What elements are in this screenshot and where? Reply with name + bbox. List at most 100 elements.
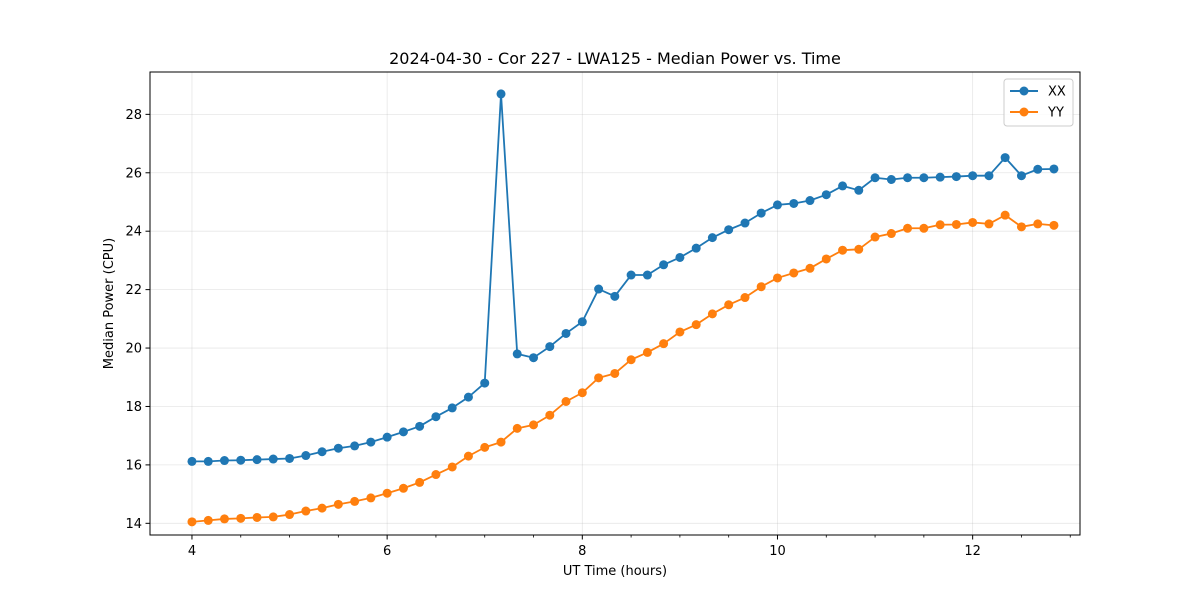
data-point (431, 412, 441, 422)
data-point (919, 223, 929, 233)
data-point (756, 282, 766, 292)
data-point (903, 223, 913, 233)
data-point (431, 470, 441, 480)
series-xx (187, 89, 1059, 466)
data-point (1016, 171, 1026, 181)
data-point (707, 309, 717, 319)
data-point (821, 254, 831, 264)
data-point (659, 260, 669, 270)
data-point (968, 217, 978, 227)
data-point (642, 347, 652, 357)
data-point (886, 229, 896, 239)
data-point (398, 483, 408, 493)
data-point (675, 327, 685, 337)
data-point (1033, 219, 1043, 229)
data-point (366, 437, 376, 447)
data-point (772, 273, 782, 283)
y-tick-label: 14 (125, 517, 142, 532)
data-point (252, 455, 262, 465)
data-point (984, 219, 994, 229)
data-point (870, 173, 880, 183)
data-point (1049, 164, 1059, 174)
data-point (740, 293, 750, 303)
data-point (838, 181, 848, 191)
data-point (1033, 164, 1043, 174)
data-point (203, 515, 213, 525)
data-point (756, 208, 766, 218)
data-point (951, 219, 961, 229)
data-point (350, 441, 360, 451)
data-point (724, 300, 734, 310)
x-axis-label: UT Time (hours) (563, 564, 667, 579)
data-point (577, 317, 587, 327)
data-point (610, 291, 620, 301)
data-point (1000, 210, 1010, 220)
data-point (805, 196, 815, 206)
data-point (203, 456, 213, 466)
data-point (480, 378, 490, 388)
y-tick-label: 16 (125, 458, 142, 473)
data-point (463, 392, 473, 402)
y-tick-label: 24 (125, 225, 142, 240)
y-tick-label: 18 (125, 400, 142, 415)
data-point (447, 403, 457, 413)
data-point (789, 268, 799, 278)
data-point (691, 320, 701, 330)
data-point (691, 243, 701, 253)
x-tick-label: 10 (769, 544, 786, 559)
data-point (219, 514, 229, 524)
data-point (333, 443, 343, 453)
data-point (935, 220, 945, 230)
data-point (577, 388, 587, 398)
data-point (626, 355, 636, 365)
data-point (626, 270, 636, 280)
x-tick-label: 4 (188, 544, 196, 559)
data-point (268, 454, 278, 464)
y-tick-label: 28 (125, 108, 142, 123)
data-point (496, 437, 506, 447)
data-point (789, 198, 799, 208)
data-point (366, 493, 376, 503)
data-point (496, 89, 506, 99)
data-point (886, 175, 896, 184)
data-point (594, 373, 604, 383)
data-point (398, 427, 408, 437)
data-point (415, 421, 425, 431)
data-point (285, 510, 295, 520)
data-point (285, 453, 295, 463)
data-point (350, 496, 360, 506)
data-point (236, 513, 246, 523)
data-point (382, 488, 392, 498)
data-point (610, 368, 620, 378)
data-point (1049, 220, 1059, 230)
data-point (805, 263, 815, 273)
legend-label-xx: XX (1048, 85, 1066, 100)
chart-title: 2024-04-30 - Cor 227 - LWA125 - Median P… (389, 49, 841, 68)
data-point (659, 339, 669, 349)
data-point (772, 200, 782, 210)
data-point (187, 517, 197, 527)
data-point (480, 442, 490, 452)
data-point (317, 447, 327, 457)
y-tick-label: 26 (125, 166, 142, 181)
y-tick-label: 20 (125, 342, 142, 357)
data-point (252, 512, 262, 522)
data-point (870, 232, 880, 242)
data-point (1016, 222, 1026, 232)
series-yy (187, 210, 1059, 527)
x-tick-label: 6 (383, 544, 391, 559)
data-point (529, 353, 539, 363)
data-point (512, 349, 522, 359)
x-tick-label: 12 (964, 544, 981, 559)
x-tick-label: 8 (578, 544, 586, 559)
data-point (903, 173, 913, 183)
data-point (821, 190, 831, 200)
plot-frame (149, 71, 1081, 536)
data-point (317, 503, 327, 513)
data-point (529, 420, 539, 430)
data-point (382, 432, 392, 442)
data-point (951, 172, 961, 182)
data-point (187, 456, 197, 466)
data-point (919, 173, 929, 183)
